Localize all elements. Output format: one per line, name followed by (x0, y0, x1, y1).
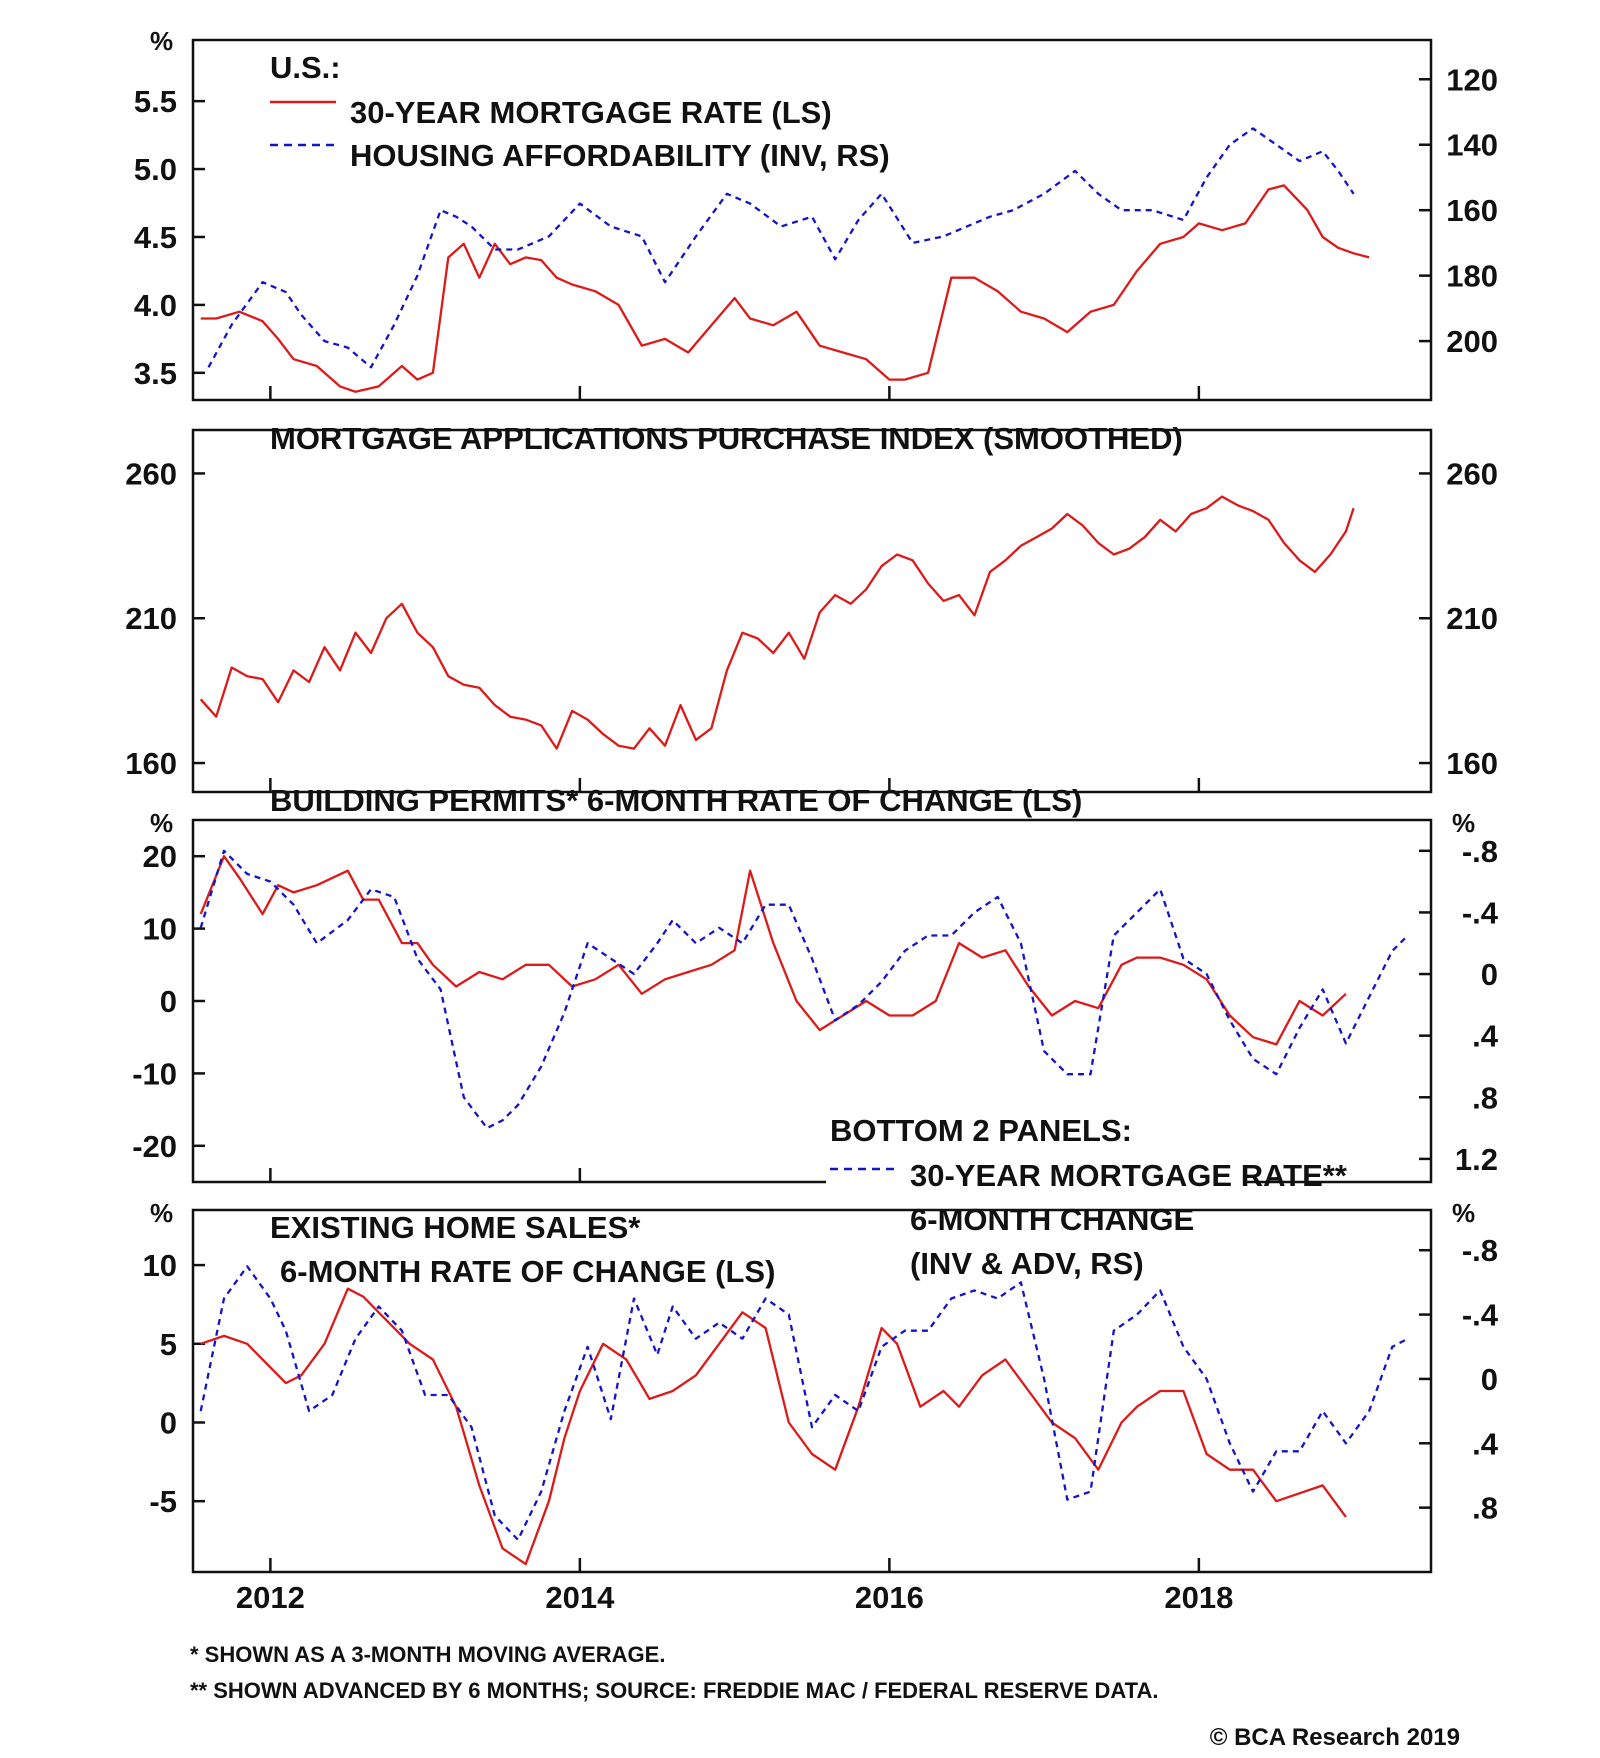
legend-label-line-2: 6-MONTH CHANGE (910, 1202, 1194, 1237)
left-tick-label: 260 (125, 456, 177, 491)
left-tick-label: -20 (132, 1129, 177, 1164)
x-ticks (269, 386, 1201, 400)
left-tick-label: 4.5 (134, 220, 177, 255)
left-axis: -5 0 5 10 (143, 1248, 205, 1519)
panel-frame (191, 818, 1433, 1184)
legend-label-line-1: 30-YEAR MORTGAGE RATE** (910, 1158, 1348, 1193)
right-axis: 120 140 160 180 200 (1419, 62, 1498, 359)
left-tick-label: 10 (143, 912, 177, 947)
left-tick-label: 3.5 (134, 356, 177, 391)
left-unit-label: % (150, 1198, 173, 1228)
series-lines (200, 127, 1370, 393)
panel-title: MORTGAGE APPLICATIONS PURCHASE INDEX (SM… (270, 421, 1183, 456)
left-tick-label: 10 (143, 1248, 177, 1283)
panel-title-line-1: EXISTING HOME SALES* (270, 1210, 641, 1245)
x-tick-label: 2018 (1164, 1580, 1233, 1615)
right-tick-label: -.8 (1462, 1233, 1498, 1268)
left-tick-label: 160 (125, 746, 177, 781)
series-lines (199, 849, 1409, 1130)
legend-label-line-3: (INV & ADV, RS) (910, 1246, 1144, 1281)
left-tick-label: 0 (160, 1405, 177, 1440)
right-tick-label: 120 (1446, 62, 1498, 97)
panel-mortgage-applications: MORTGAGE APPLICATIONS PURCHASE INDEX (SM… (125, 421, 1498, 794)
series-line-solid-0 (199, 495, 1355, 750)
series-line-solid-0 (200, 184, 1370, 393)
right-tick-label: 160 (1446, 746, 1498, 781)
right-tick-label: .8 (1472, 1491, 1498, 1526)
panel-frame (191, 38, 1433, 402)
right-tick-label: 180 (1446, 259, 1498, 294)
series-lines (199, 1265, 1409, 1566)
left-tick-label: 20 (143, 839, 177, 874)
left-axis: -20 -10 0 10 20 (132, 839, 205, 1164)
right-tick-label: 160 (1446, 193, 1498, 228)
panel-frame (191, 428, 1433, 794)
left-tick-label: 0 (160, 984, 177, 1019)
series-line-solid-0 (200, 1287, 1347, 1566)
panel-title: BUILDING PERMITS* 6-MONTH RATE OF CHANGE… (270, 783, 1082, 818)
right-tick-label: 1.2 (1455, 1142, 1498, 1177)
right-tick-label: 200 (1446, 324, 1498, 359)
right-unit-label: % (1452, 1198, 1475, 1228)
right-tick-label: -.8 (1462, 834, 1498, 869)
left-tick-label: 5 (160, 1327, 177, 1362)
bottom-legend-heading: BOTTOM 2 PANELS: (830, 1113, 1132, 1148)
legend-label-housing-affordability: HOUSING AFFORDABILITY (INV, RS) (350, 138, 890, 173)
right-tick-label: 0 (1481, 957, 1498, 992)
right-axis: -.8 -.4 0 .4 .8 (1419, 1233, 1499, 1526)
right-tick-label: 140 (1446, 128, 1498, 163)
series-lines (199, 495, 1355, 750)
right-tick-label: 210 (1446, 601, 1498, 636)
left-tick-label: 4.0 (134, 288, 177, 323)
footnote-1: * SHOWN AS A 3-MONTH MOVING AVERAGE. (190, 1642, 665, 1667)
panel-building-permits: BUILDING PERMITS* 6-MONTH RATE OF CHANGE… (132, 783, 1499, 1184)
left-axis: 3.5 4.0 4.5 5.0 5.5 (134, 84, 205, 391)
right-tick-label: .8 (1472, 1080, 1498, 1115)
right-tick-label: 260 (1446, 456, 1498, 491)
footnote-2: ** SHOWN ADVANCED BY 6 MONTHS; SOURCE: F… (190, 1678, 1158, 1703)
right-tick-label: .4 (1472, 1426, 1499, 1461)
copyright: © BCA Research 2019 (1210, 1724, 1460, 1751)
panel-title: U.S.: (270, 50, 341, 85)
right-tick-label: -.4 (1462, 895, 1499, 930)
panel-frame (191, 1208, 1433, 1574)
left-unit-label: % (150, 808, 173, 838)
panel-mortgage-rate: % U.S.: 30-YEAR MORTGAGE RATE (LS) HOUSI… (134, 26, 1498, 402)
x-ticks (269, 778, 1201, 792)
panel-title-line-2: 6-MONTH RATE OF CHANGE (LS) (280, 1254, 775, 1289)
left-tick-label: 210 (125, 601, 177, 636)
right-tick-label: -.4 (1462, 1298, 1499, 1333)
left-axis: 160 210 260 (125, 456, 205, 781)
bottom-legend: 30-YEAR MORTGAGE RATE** 6-MONTH CHANGE (… (826, 1158, 1348, 1282)
x-tick-label: 2016 (855, 1580, 924, 1615)
x-axis-labels: 2012 2014 2016 2018 (236, 1580, 1233, 1615)
series-line-dashed-1 (199, 1265, 1409, 1541)
series-line-dashed-1 (207, 127, 1355, 369)
panel-existing-home-sales: % % EXISTING HOME SALES* 6-MONTH RATE OF… (143, 1198, 1499, 1574)
right-tick-label: 0 (1481, 1362, 1498, 1397)
right-axis: 160 210 260 (1419, 456, 1498, 781)
legend-label-mortgage-rate: 30-YEAR MORTGAGE RATE (LS) (350, 95, 832, 130)
x-ticks (269, 1558, 1201, 1572)
right-tick-label: .4 (1472, 1019, 1499, 1054)
left-tick-label: 5.0 (134, 152, 177, 187)
left-tick-label: 5.5 (134, 84, 177, 119)
left-tick-label: -5 (149, 1484, 177, 1519)
legend-background (826, 1158, 1244, 1282)
left-unit-label: % (150, 26, 173, 56)
right-unit-label: % (1452, 808, 1475, 838)
right-axis: -.8 -.4 0 .4 .8 1.2 (1419, 834, 1499, 1177)
series-line-dashed-1 (199, 849, 1409, 1130)
series-line-solid-0 (199, 855, 1347, 1046)
left-tick-label: -10 (132, 1056, 177, 1091)
x-tick-label: 2012 (236, 1580, 305, 1615)
x-tick-label: 2014 (545, 1580, 615, 1615)
